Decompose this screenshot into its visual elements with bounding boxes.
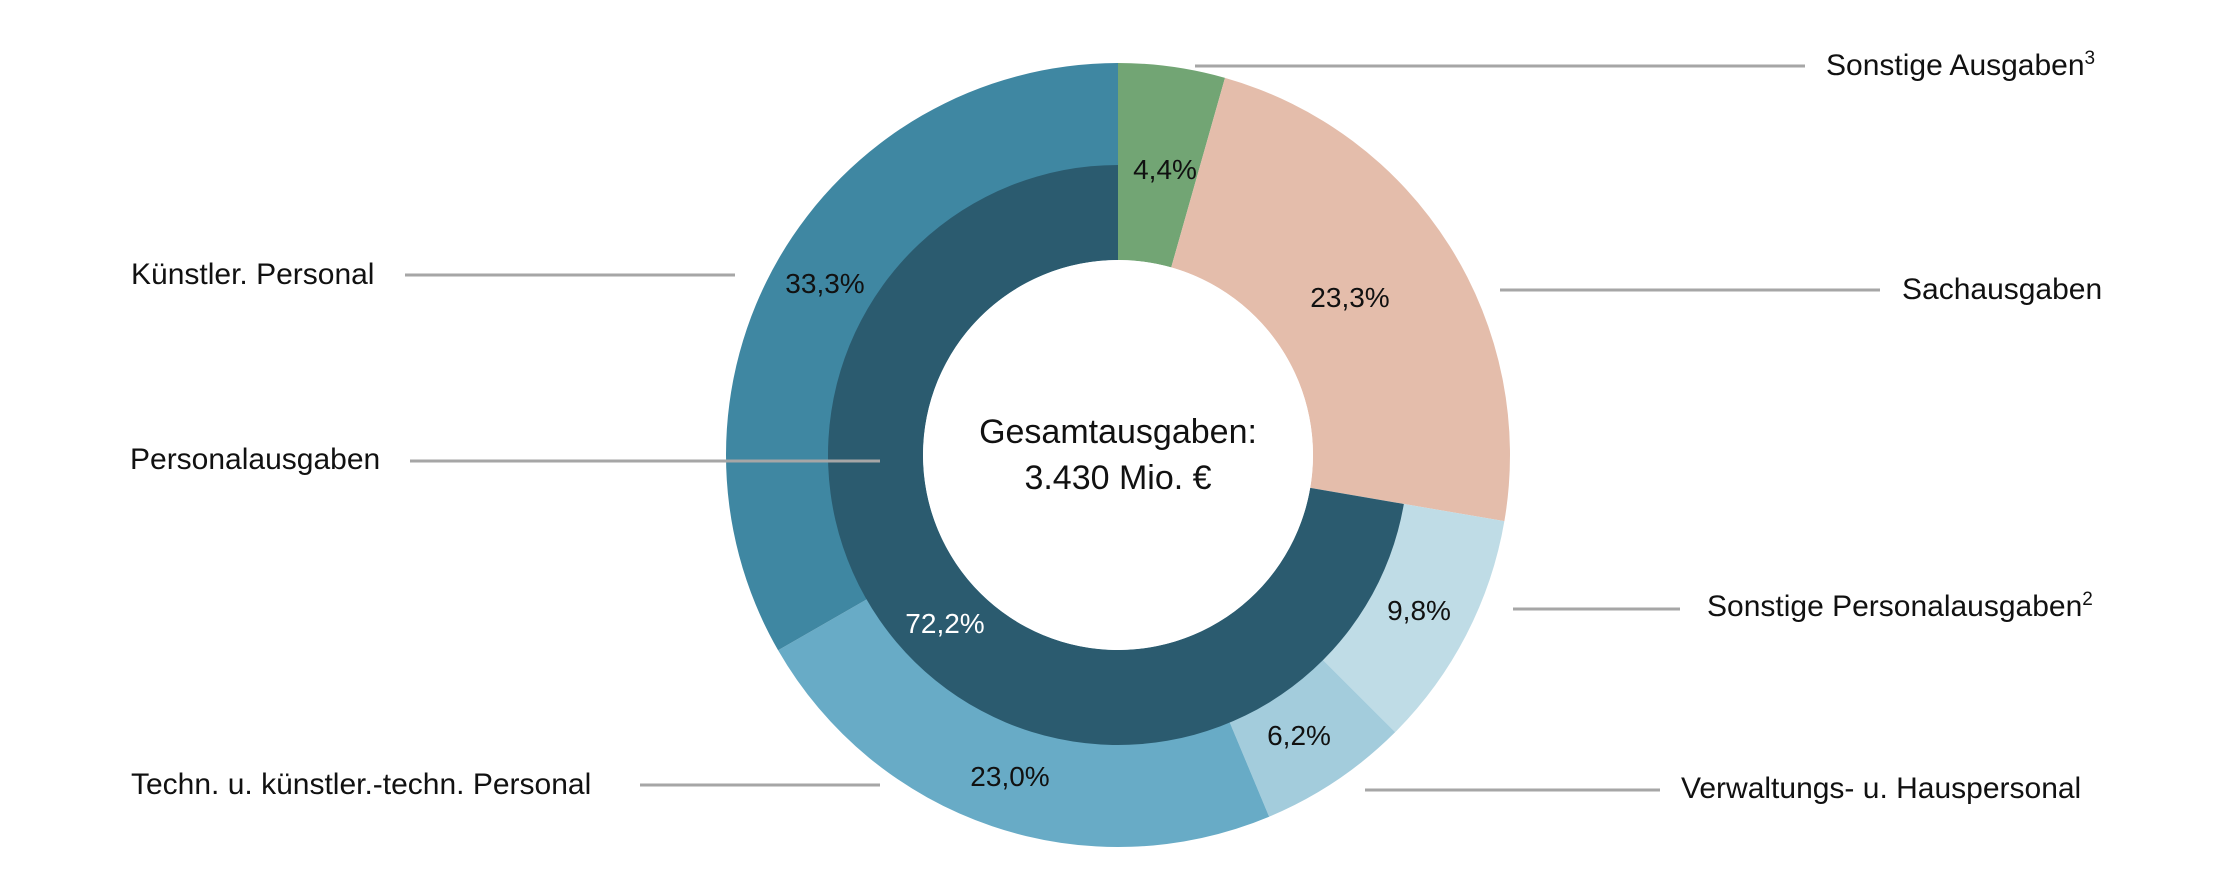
pct-personalausgaben: 72,2% — [905, 608, 985, 639]
slice-personalausgaben — [828, 165, 1404, 745]
footnote-marker: 2 — [2082, 589, 2093, 610]
label-verwaltung: Verwaltungs- u. Hauspersonal — [1681, 772, 2082, 805]
footnote-marker: 3 — [2084, 48, 2096, 69]
label-kuenstler: Künstler. Personal — [131, 258, 375, 291]
donut-hole — [923, 260, 1313, 650]
pct-sachausgaben: 23,3% — [1310, 282, 1390, 313]
label-personalausgaben: Personalausgaben — [130, 443, 381, 476]
label-sonstige-ausgaben: Sonstige Ausgaben3 — [1826, 48, 2096, 82]
center-title: Gesamtausgaben: — [979, 413, 1257, 451]
pct-sonstige-personal: 9,8% — [1387, 595, 1451, 626]
slice-sonstige-ausgaben — [1118, 63, 1225, 268]
slice-sachausgaben — [1171, 77, 1510, 522]
label-sachausgaben: Sachausgaben — [1902, 273, 2103, 306]
pct-kuenstler: 33,3% — [785, 268, 865, 299]
pct-sonstige-ausgaben: 4,4% — [1133, 154, 1197, 185]
leader-lines — [405, 64, 1880, 792]
center-total-label: Gesamtausgaben: 3.430 Mio. € — [979, 409, 1257, 501]
pct-techn: 23,0% — [970, 761, 1050, 792]
label-text: Sonstige Personalausgaben — [1707, 590, 2083, 623]
label-techn: Techn. u. künstler.-techn. Personal — [131, 768, 592, 801]
label-text: Sonstige Ausgaben — [1826, 49, 2085, 82]
label-sonstige-personal: Sonstige Personalausgaben2 — [1707, 589, 2093, 623]
center-value: 3.430 Mio. € — [1024, 459, 1212, 497]
pct-verwaltung: 6,2% — [1267, 720, 1331, 751]
inner-ring — [828, 165, 1404, 745]
